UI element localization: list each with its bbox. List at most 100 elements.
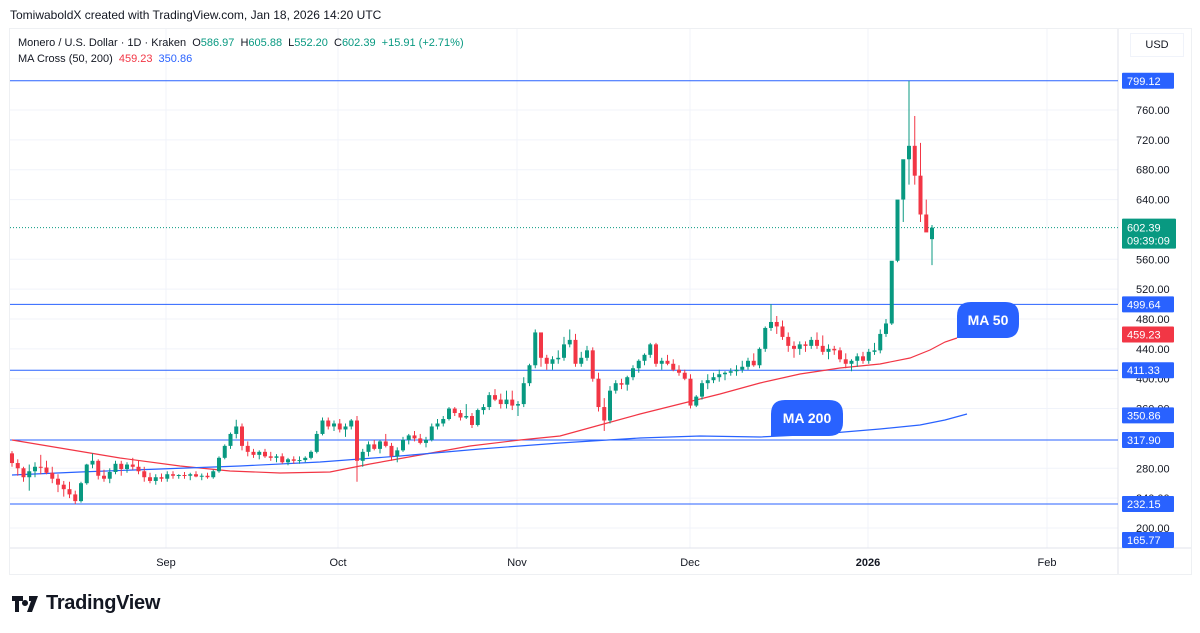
indicator-title[interactable]: MA Cross (50, 200) xyxy=(18,53,113,65)
time-axis-label: Dec xyxy=(680,557,700,569)
indicator-price-tag: 459.23 xyxy=(1127,329,1161,341)
candle-body xyxy=(625,377,630,385)
candle-body xyxy=(826,348,831,352)
candle-body xyxy=(320,420,325,434)
chart-credit: TomiwaboldX created with TradingView.com… xyxy=(10,8,382,22)
ma-annotation-bubble[interactable]: MA 50 xyxy=(957,302,1019,338)
candle-body xyxy=(263,451,267,457)
candle-body xyxy=(171,474,175,476)
candle-body xyxy=(360,451,365,461)
candle-body xyxy=(96,460,101,476)
candle-body xyxy=(297,460,302,462)
candle-body xyxy=(677,369,681,373)
hline-price-tag-bg xyxy=(1122,362,1174,379)
candle-body xyxy=(746,360,750,367)
candle-body xyxy=(188,474,193,476)
ma200-line xyxy=(11,413,968,476)
candle-body xyxy=(878,333,883,351)
candle-body xyxy=(774,321,779,327)
candle-body xyxy=(159,477,164,479)
candle-body xyxy=(176,474,181,476)
ma50-line xyxy=(11,337,958,474)
currency-button[interactable]: USD xyxy=(1130,33,1184,57)
candle-body xyxy=(832,348,837,351)
candle-body xyxy=(148,477,152,481)
hline-price-tag: 232.15 xyxy=(1127,499,1161,511)
high-label: H xyxy=(240,37,249,49)
candle-body xyxy=(769,321,773,328)
candle-body xyxy=(659,360,664,364)
hline-price-tag-bg xyxy=(1122,72,1174,89)
ma50-value: 459.23 xyxy=(118,53,153,65)
candle-body xyxy=(452,408,457,414)
candle-body xyxy=(79,483,83,502)
ma-annotation-bubble[interactable]: MA 200 xyxy=(771,400,843,436)
candle-body xyxy=(429,426,434,440)
candle-body xyxy=(556,357,561,360)
legend-indicator-row: MA Cross (50, 200) 459.23 350.86 xyxy=(18,51,467,67)
candle-body xyxy=(780,326,785,337)
candle-body xyxy=(50,472,55,479)
candle-body xyxy=(303,457,308,461)
candle-body xyxy=(619,383,624,385)
candle-body xyxy=(343,426,348,430)
high-value: 605.88 xyxy=(248,37,283,49)
candle-body xyxy=(849,360,854,364)
change-value: +15.91 (+2.71%) xyxy=(381,37,464,49)
candle-body xyxy=(682,372,687,379)
candle-body xyxy=(521,383,526,405)
candle-body xyxy=(136,466,141,472)
indicator-price-tag-bg xyxy=(1122,326,1174,343)
candle-body xyxy=(314,433,319,452)
low-value: 552.20 xyxy=(294,37,328,49)
candle-body xyxy=(723,372,727,375)
candle-body xyxy=(458,413,463,418)
candle-body xyxy=(493,395,497,400)
candle-body xyxy=(786,336,791,346)
candle-body xyxy=(389,445,394,457)
candle-body xyxy=(234,426,239,434)
candle-body xyxy=(901,159,906,200)
hline-price-tag: 411.33 xyxy=(1127,365,1160,377)
price-axis-label: 680.00 xyxy=(1136,165,1170,177)
candle-body xyxy=(240,426,244,446)
open-label: O xyxy=(192,37,201,49)
candle-body xyxy=(585,350,589,358)
time-axis-label: Oct xyxy=(329,557,346,569)
candle-body xyxy=(907,145,911,160)
candle-body xyxy=(291,459,296,461)
candle-body xyxy=(286,459,290,463)
candle-body xyxy=(424,439,428,443)
candle-body xyxy=(10,453,14,464)
candle-body xyxy=(337,423,342,430)
symbol-title[interactable]: Monero / U.S. Dollar · 1D · Kraken xyxy=(18,37,187,49)
candle-body xyxy=(182,474,187,476)
candle-body xyxy=(757,348,762,366)
indicator-price-tag: 165.77 xyxy=(1127,535,1161,547)
candle-body xyxy=(665,360,670,364)
candle-body xyxy=(487,395,492,408)
hline-price-tag: 499.64 xyxy=(1127,299,1161,311)
candle-body xyxy=(125,464,129,470)
price-axis-label: 480.00 xyxy=(1136,314,1170,326)
bar-countdown: 09:39:09 xyxy=(1127,236,1170,248)
candle-body xyxy=(383,441,388,446)
candle-body xyxy=(711,377,716,381)
candle-body xyxy=(441,419,446,424)
candle-body xyxy=(671,363,676,370)
candle-body xyxy=(268,456,273,458)
candle-body xyxy=(688,378,693,406)
candle-body xyxy=(751,360,756,366)
candle-body xyxy=(539,332,543,358)
candle-body xyxy=(803,344,808,346)
candle-body xyxy=(895,199,900,261)
candle-body xyxy=(590,350,595,379)
hline-price-tag: 799.12 xyxy=(1127,76,1161,88)
low-label: L xyxy=(288,37,295,49)
candle-body xyxy=(648,344,653,355)
candle-body xyxy=(918,175,923,215)
candle-body xyxy=(378,441,382,449)
hline-price-tag-bg xyxy=(1122,296,1174,313)
candle-body xyxy=(912,145,917,176)
